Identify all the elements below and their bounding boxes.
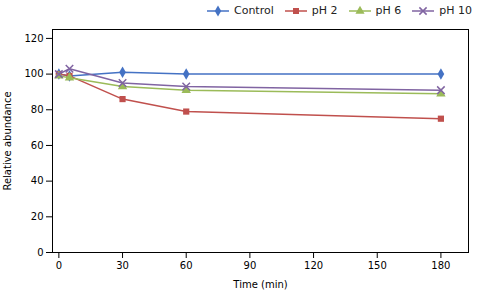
html-text:pH 10: pH 10: [439, 4, 472, 17]
html-text:pH 6: pH 6: [375, 4, 402, 17]
svg-text:40: 40: [31, 175, 44, 186]
svg-text:150: 150: [368, 260, 387, 271]
svg-text:90: 90: [244, 260, 257, 271]
svg-text:30: 30: [116, 260, 129, 271]
svg-text:Time (min): Time (min): [232, 279, 287, 290]
svg-text:20: 20: [31, 211, 44, 222]
svg-text:120: 120: [24, 33, 43, 44]
svg-text:80: 80: [31, 104, 44, 115]
svg-text:0: 0: [37, 247, 43, 258]
svg-text:60: 60: [180, 260, 193, 271]
svg-text:0: 0: [56, 260, 62, 271]
svg-text:100: 100: [24, 68, 43, 79]
svg-text:60: 60: [31, 140, 44, 151]
svg-text:Relative abundance: Relative abundance: [2, 91, 13, 190]
html-text:Control: Control: [234, 4, 274, 17]
svg-text:180: 180: [431, 260, 450, 271]
html-text:pH 2: pH 2: [311, 4, 338, 17]
svg-text:120: 120: [304, 260, 323, 271]
